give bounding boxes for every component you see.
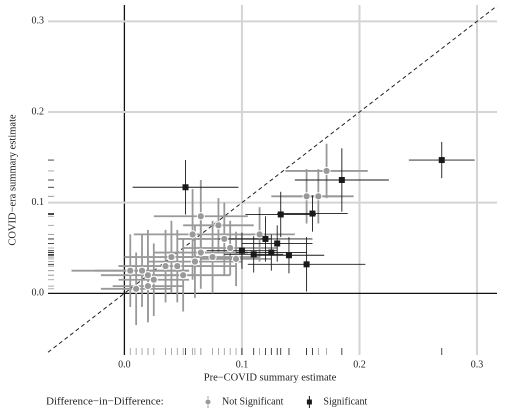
legend-title: Difference−in−Difference:	[46, 396, 164, 408]
point	[188, 230, 197, 239]
point	[274, 240, 281, 247]
legend-label: Significant	[323, 396, 367, 407]
x-axis-title: Pre−COVID summary estimate	[204, 372, 337, 383]
x-tick-label: 0.3	[471, 359, 484, 370]
legend: Difference−in−Difference: Not Significant…	[46, 396, 367, 408]
point	[137, 266, 147, 275]
y-tick-label: 0.0	[32, 288, 45, 299]
point	[126, 266, 135, 275]
point	[220, 234, 229, 244]
marks	[48, 141, 475, 355]
point	[182, 184, 189, 191]
point	[143, 281, 153, 291]
x-tick-label: 0.0	[118, 359, 131, 370]
point	[226, 243, 235, 253]
point	[214, 221, 223, 230]
y-tick-label: 0.2	[32, 106, 45, 117]
point	[322, 166, 331, 176]
point	[255, 230, 264, 239]
grid: 0.0 0.1 0.2 0.3 0.0 0.1 0.2 0.3	[32, 5, 498, 370]
legend-label: Not Significant	[222, 396, 284, 407]
point	[302, 192, 311, 201]
point	[338, 177, 345, 183]
point	[132, 284, 141, 293]
point	[231, 254, 241, 263]
y-tick-label: 0.1	[32, 197, 45, 208]
point	[314, 192, 323, 201]
point	[143, 271, 153, 280]
point	[309, 210, 316, 217]
point	[196, 248, 205, 257]
point	[268, 249, 275, 256]
x-tick-label: 0.2	[353, 359, 366, 370]
point	[167, 252, 176, 262]
identity-line	[47, 5, 498, 353]
legend-key	[204, 398, 212, 406]
point	[179, 271, 188, 280]
y-axis-title: COVID−era summary estimate	[7, 114, 18, 246]
point	[285, 252, 292, 259]
point	[190, 257, 200, 266]
point	[303, 261, 310, 268]
point	[438, 157, 445, 164]
point	[149, 275, 158, 284]
legend-key	[306, 399, 312, 405]
point	[208, 252, 217, 262]
point	[238, 247, 245, 254]
point	[173, 262, 182, 271]
point	[277, 211, 284, 218]
point	[196, 212, 205, 221]
x-tick-label: 0.1	[236, 359, 249, 370]
point	[250, 251, 257, 258]
y-tick-label: 0.3	[32, 16, 45, 27]
point	[262, 235, 269, 242]
point	[161, 262, 170, 271]
